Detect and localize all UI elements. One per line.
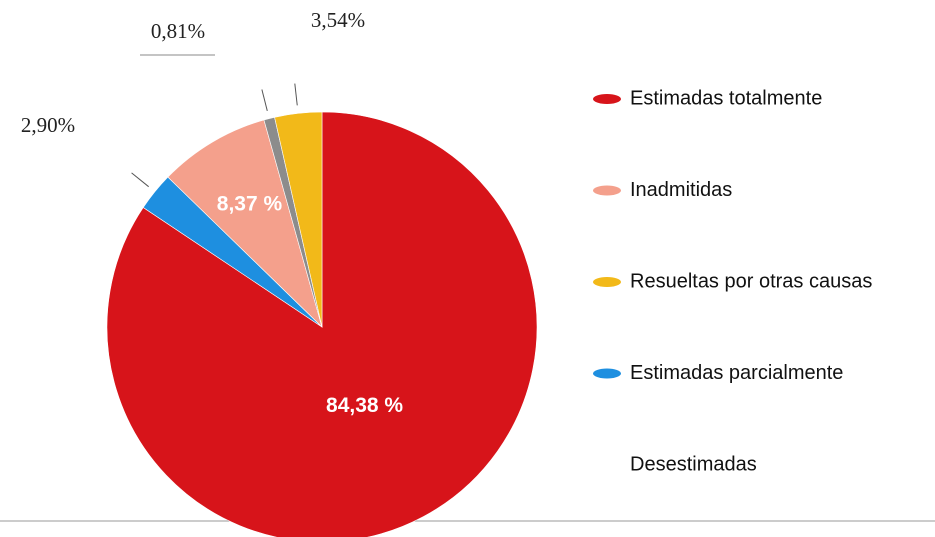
legend-label: Estimadas parcialmente <box>630 362 843 384</box>
leader-line <box>131 172 149 188</box>
slice-label: 84,38 % <box>326 394 403 417</box>
leader-line <box>294 83 298 106</box>
legend-label: Estimadas totalmente <box>630 87 822 109</box>
legend-marker <box>593 277 621 287</box>
slice-label: 2,90% <box>21 113 75 137</box>
legend-label: Resueltas por otras causas <box>630 270 872 292</box>
legend-label: Inadmitidas <box>630 179 732 201</box>
pie-slice <box>274 111 323 328</box>
slice-label: 3,54% <box>311 8 365 32</box>
slice-label: 0,81% <box>151 19 205 43</box>
legend-marker <box>593 94 621 104</box>
slice-label: 8,37 % <box>217 193 283 216</box>
legend-label: Desestimadas <box>630 453 757 475</box>
legend-marker <box>593 368 621 379</box>
leader-line <box>261 89 268 111</box>
legend-marker <box>593 185 621 196</box>
pie-slice <box>167 119 323 328</box>
